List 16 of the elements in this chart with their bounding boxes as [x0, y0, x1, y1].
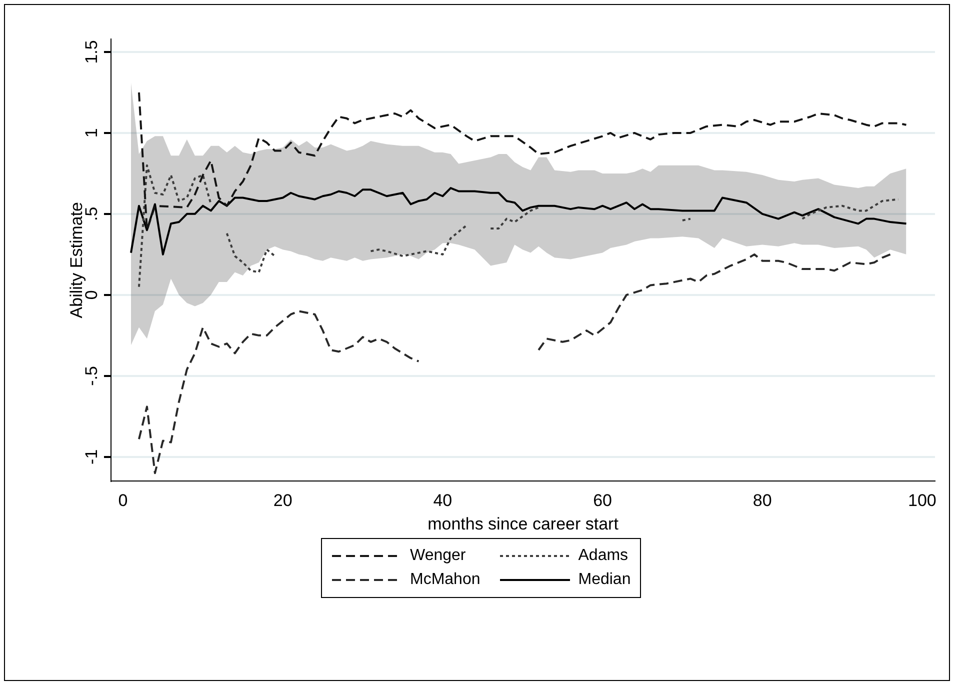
y-tick-label: 1.5: [82, 40, 102, 64]
legend-label: Wenger: [410, 547, 466, 565]
y-tick-label: -1: [82, 449, 102, 464]
x-tick-label: 20: [273, 491, 292, 510]
x-tick-label: 100: [908, 491, 936, 510]
legend-label: Adams: [578, 547, 628, 565]
line-series: [138, 91, 908, 232]
x-tick-label: 40: [433, 491, 452, 510]
legend-label: McMahon: [410, 571, 480, 589]
y-tick-label: 1: [82, 128, 102, 138]
x-axis-title: months since career start: [428, 514, 619, 534]
y-tick-label: -.5: [82, 366, 102, 386]
x-tick-label: 80: [752, 491, 772, 510]
x-tick-label: 0: [118, 491, 128, 510]
legend-label: Median: [578, 571, 631, 589]
x-tick-label: 60: [593, 491, 612, 510]
